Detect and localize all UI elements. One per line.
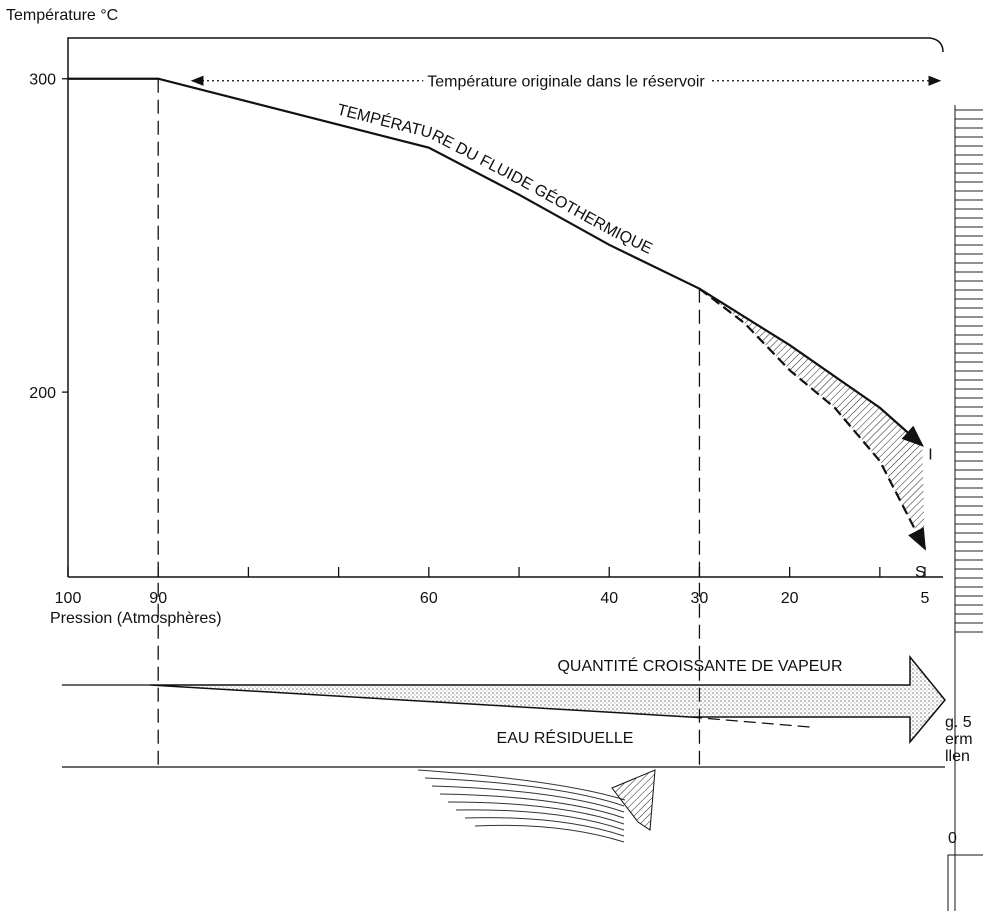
curve-label: TEMPÉRATURE DU FLUIDE GÉOTHERMIQUE xyxy=(335,101,655,257)
margin-text: g. 5 xyxy=(945,714,972,731)
chart: Température °C Pression (Atmosphères) QU… xyxy=(0,0,983,911)
y-tick-label: 200 xyxy=(29,385,56,402)
x-tick-label: 60 xyxy=(420,590,438,607)
x-tick-label: 40 xyxy=(600,590,618,607)
water-label: EAU RÉSIDUELLE xyxy=(497,728,634,747)
y-axis-label: Température °C xyxy=(6,7,118,24)
reservoir-label: Température originale dans le réservoir xyxy=(427,74,705,91)
margin-text: llen xyxy=(945,748,970,765)
page-edge-box xyxy=(948,855,983,911)
x-tick-label: 100 xyxy=(55,590,82,607)
x-tick-label: 5 xyxy=(921,590,930,607)
x-tick-label: 20 xyxy=(781,590,799,607)
x-axis-label: Pression (Atmosphères) xyxy=(50,610,222,627)
series-label: S xyxy=(915,564,926,581)
y-tick-label: 300 xyxy=(29,72,56,89)
lower-diagram xyxy=(62,657,945,842)
margin-text: erm xyxy=(945,731,973,748)
margin-text: 0 xyxy=(948,830,957,847)
series-label: I xyxy=(928,446,932,463)
line-series xyxy=(68,79,922,446)
curve-label-text: TEMPÉRATURE DU FLUIDE GÉOTHERMIQUE xyxy=(335,101,655,257)
frame xyxy=(68,38,943,577)
